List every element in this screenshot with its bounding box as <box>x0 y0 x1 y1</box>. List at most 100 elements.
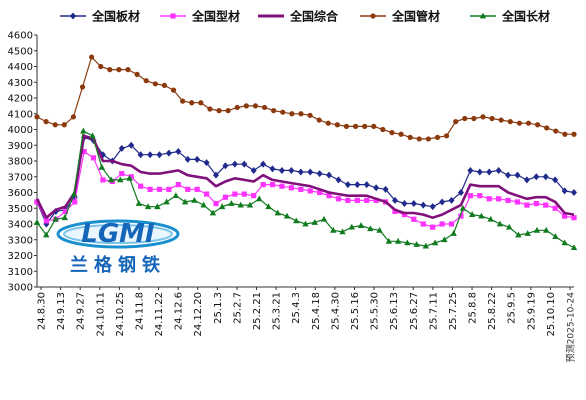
data-point <box>246 201 254 208</box>
data-point <box>498 117 504 123</box>
y-tick-label: 3000 <box>8 283 33 294</box>
data-point <box>344 181 351 189</box>
data-point <box>371 123 377 129</box>
x-tick-label: 25.3.21 <box>272 292 283 330</box>
x-tick-label: 24.10.25 <box>115 292 126 337</box>
x-tick-label: 24.11.8 <box>134 292 145 330</box>
logo-ring-outer <box>56 219 180 249</box>
data-point <box>339 228 346 235</box>
data-point <box>363 181 370 189</box>
data-point <box>154 203 161 210</box>
data-point <box>34 199 40 205</box>
data-point <box>161 82 168 88</box>
x-tick-label: 24.12.20 <box>193 292 204 337</box>
data-point <box>125 67 131 73</box>
x-tick-label: 25.4.3 <box>291 292 302 324</box>
data-point <box>429 203 436 211</box>
data-point <box>448 221 455 227</box>
data-point <box>298 111 304 117</box>
data-point <box>89 54 95 60</box>
data-point <box>166 186 172 192</box>
data-point <box>495 166 502 174</box>
y-tick-label: 3900 <box>8 141 33 152</box>
data-point <box>364 197 370 203</box>
data-point <box>302 220 309 227</box>
data-point <box>544 125 550 131</box>
data-point <box>542 173 549 181</box>
data-point <box>280 109 286 115</box>
data-point <box>260 160 267 168</box>
data-point <box>404 239 411 246</box>
data-point <box>357 222 365 228</box>
data-point <box>241 191 247 197</box>
series-5 <box>33 127 578 251</box>
data-point <box>543 226 550 233</box>
data-point <box>128 174 134 180</box>
data-point <box>260 182 266 188</box>
data-point <box>170 87 177 93</box>
y-tick-label: 4100 <box>8 109 33 120</box>
x-tick-label: 25.7.25 <box>448 292 459 330</box>
data-point <box>43 218 50 224</box>
data-point <box>462 115 468 122</box>
data-point <box>467 166 474 174</box>
data-point <box>269 182 276 188</box>
x-tick-label: 25.5.30 <box>370 292 381 330</box>
data-point <box>533 173 540 181</box>
data-point <box>352 123 359 129</box>
data-point <box>552 233 559 239</box>
y-tick-label: 4400 <box>8 62 33 73</box>
x-tick-label: 24.9.27 <box>76 292 87 330</box>
data-point <box>570 244 578 251</box>
data-point <box>330 226 337 233</box>
data-point <box>80 127 87 134</box>
data-point <box>278 166 285 174</box>
data-point <box>144 203 152 210</box>
data-point <box>534 122 541 128</box>
data-point <box>52 215 59 222</box>
data-point <box>43 231 50 238</box>
data-point <box>34 114 40 120</box>
x-tick-label: 25.9.5 <box>507 292 518 324</box>
data-point <box>203 191 210 197</box>
data-point <box>477 193 483 199</box>
data-point <box>416 136 422 142</box>
data-point <box>543 202 549 208</box>
legend-label: 全国型材 <box>191 9 240 24</box>
data-point <box>401 211 408 218</box>
y-tick-label: 4000 <box>8 125 33 136</box>
data-point <box>207 106 213 112</box>
data-point <box>389 130 395 136</box>
data-point <box>311 219 318 225</box>
data-point <box>325 120 331 126</box>
data-point <box>126 174 133 181</box>
y-tick-label: 4300 <box>8 78 33 89</box>
data-point <box>213 171 219 179</box>
data-point <box>523 176 530 184</box>
data-point <box>288 166 295 174</box>
data-point <box>326 193 332 199</box>
y-tick-label: 3300 <box>8 235 33 246</box>
data-point <box>571 189 577 196</box>
data-point <box>137 151 144 159</box>
data-point <box>407 134 413 140</box>
data-point <box>297 168 304 176</box>
data-point <box>471 115 477 122</box>
data-point <box>261 104 268 111</box>
data-point <box>398 131 404 137</box>
data-point <box>293 217 300 224</box>
data-point <box>533 200 539 207</box>
x-tick-label: 25.6.27 <box>409 292 420 330</box>
x-tick-label: 25.4.18 <box>311 292 322 330</box>
data-point <box>479 12 487 19</box>
data-point <box>232 191 238 197</box>
data-point <box>525 120 532 126</box>
data-point <box>354 181 361 189</box>
data-point <box>163 198 170 205</box>
data-point <box>218 203 226 210</box>
data-point <box>320 215 328 222</box>
data-point <box>410 200 417 208</box>
data-point <box>486 168 493 176</box>
legend-item-1: 全国板材 <box>60 9 140 24</box>
x-tick-label: 24.11.22 <box>154 292 165 337</box>
